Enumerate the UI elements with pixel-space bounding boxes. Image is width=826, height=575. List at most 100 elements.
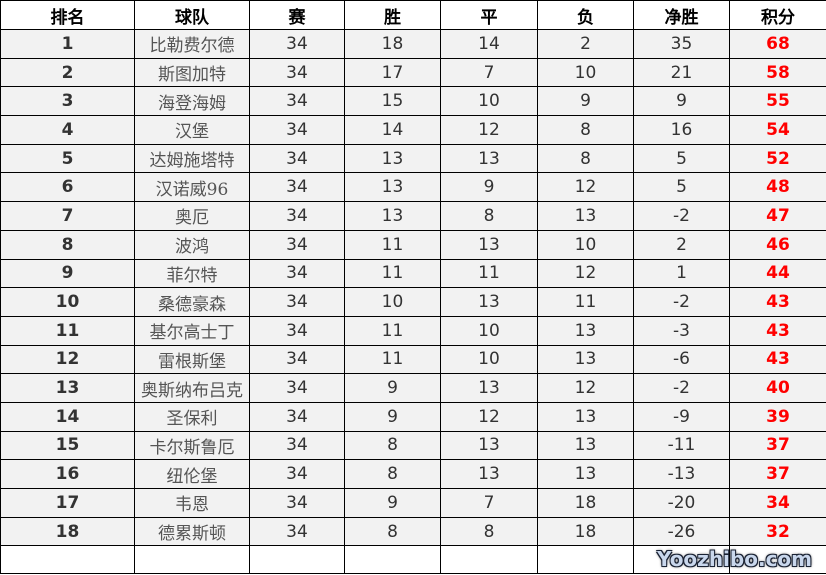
cell-rank: 15	[0, 430, 135, 461]
cell-lost: 18	[537, 488, 634, 518]
cell-lost: 13	[537, 344, 634, 375]
cell-goal-diff: -3	[633, 315, 730, 346]
cell-lost: 2	[537, 29, 634, 59]
cell-goal-diff: 2	[633, 229, 730, 260]
table-row: 10 桑德豪森 34 10 13 11 -2 43	[0, 287, 826, 317]
cell-won: 11	[344, 229, 441, 260]
cell-won: 11	[344, 344, 441, 375]
cell-lost: 11	[537, 287, 634, 317]
cell-won: 11	[344, 258, 441, 289]
cell-lost: 10	[537, 229, 634, 260]
table-row: 5 达姆施塔特 34 13 13 8 5 52	[0, 143, 826, 174]
table-row: 2 斯图加特 34 17 7 10 21 58	[0, 57, 826, 88]
cell-rank: 12	[0, 344, 135, 375]
cell-team: 德累斯顿	[134, 516, 250, 547]
cell-lost: 12	[537, 373, 634, 403]
cell-rank: 3	[0, 86, 135, 117]
cell-played: 34	[249, 430, 345, 461]
cell-won: 11	[344, 315, 441, 346]
cell-rank: 13	[0, 373, 135, 403]
table-row: 17 韦恩 34 9 7 18 -20 34	[0, 488, 826, 518]
cell-played: 34	[249, 459, 345, 489]
table-row: 18 德累斯顿 34 8 8 18 -26 32	[0, 516, 826, 547]
cell-played: 34	[249, 401, 345, 432]
cell-rank: 6	[0, 172, 135, 203]
cell-played: 34	[249, 344, 345, 375]
cell-rank: 8	[0, 229, 135, 260]
table-row: 6 汉诺威96 34 13 9 12 5 48	[0, 172, 826, 203]
table-row: 16 纽伦堡 34 8 13 13 -13 37	[0, 459, 826, 489]
cell-goal-diff: 21	[633, 57, 730, 88]
header-drawn: 平	[440, 0, 538, 30]
cell-played: 34	[249, 229, 345, 260]
cell-team: 圣保利	[134, 401, 250, 432]
cell-won: 18	[344, 29, 441, 59]
cell-won: 10	[344, 287, 441, 317]
cell-won: 13	[344, 143, 441, 174]
cell-rank: 14	[0, 401, 135, 432]
cell-goal-diff: -13	[633, 459, 730, 489]
cell-drawn: 8	[440, 516, 538, 547]
cell-drawn: 10	[440, 86, 538, 117]
cell-won: 8	[344, 516, 441, 547]
table-row: 11 基尔高士丁 34 11 10 13 -3 43	[0, 315, 826, 346]
cell-points: 43	[729, 287, 826, 317]
cell-goal-diff: 5	[633, 172, 730, 203]
header-team: 球队	[134, 0, 250, 30]
cell-drawn: 11	[440, 258, 538, 289]
cell-played: 34	[249, 488, 345, 518]
cell-drawn: 14	[440, 29, 538, 59]
cell-points: 44	[729, 258, 826, 289]
cell-drawn: 12	[440, 115, 538, 145]
cell-goal-diff: -2	[633, 287, 730, 317]
cell-lost: 8	[537, 143, 634, 174]
cell-rank: 1	[0, 29, 135, 59]
cell-team: 奥厄	[134, 201, 250, 231]
cell-lost: 13	[537, 201, 634, 231]
header-won: 胜	[344, 0, 441, 30]
cell-played: 34	[249, 57, 345, 88]
cell-won: 14	[344, 115, 441, 145]
cell-drawn: 12	[440, 401, 538, 432]
cell-played: 34	[249, 201, 345, 231]
cell-team: 波鸿	[134, 229, 250, 260]
cell-played: 34	[249, 29, 345, 59]
cell-drawn: 13	[440, 459, 538, 489]
table-row: 13 奥斯纳布吕克 34 9 13 12 -2 40	[0, 373, 826, 403]
cell-drawn: 13	[440, 229, 538, 260]
cell-played: 34	[249, 172, 345, 203]
cell-goal-diff: 16	[633, 115, 730, 145]
cell-played: 34	[249, 86, 345, 117]
cell-won: 17	[344, 57, 441, 88]
cell-points: 68	[729, 29, 826, 59]
table-row: 4 汉堡 34 14 12 8 16 54	[0, 115, 826, 145]
cell-lost: 9	[537, 86, 634, 117]
cell-drawn: 13	[440, 430, 538, 461]
cell-lost: 13	[537, 315, 634, 346]
empty-cell	[344, 545, 441, 575]
cell-points: 39	[729, 401, 826, 432]
table-row: 14 圣保利 34 9 12 13 -9 39	[0, 401, 826, 432]
cell-team: 基尔高士丁	[134, 315, 250, 346]
cell-points: 37	[729, 430, 826, 461]
cell-goal-diff: -11	[633, 430, 730, 461]
cell-points: 40	[729, 373, 826, 403]
table-row: 12 雷根斯堡 34 11 10 13 -6 43	[0, 344, 826, 375]
header-row: 排名 球队赛胜平负净胜 积分	[0, 0, 826, 30]
cell-drawn: 8	[440, 201, 538, 231]
cell-points: 47	[729, 201, 826, 231]
table-row: 8 波鸿 34 11 13 10 2 46	[0, 229, 826, 260]
table-row: 1 比勒费尔德 34 18 14 2 35 68	[0, 29, 826, 59]
cell-points: 43	[729, 315, 826, 346]
cell-team: 卡尔斯鲁厄	[134, 430, 250, 461]
cell-team: 雷根斯堡	[134, 344, 250, 375]
header-points: 积分	[729, 0, 826, 30]
cell-team: 汉堡	[134, 115, 250, 145]
cell-won: 9	[344, 401, 441, 432]
cell-goal-diff: 9	[633, 86, 730, 117]
cell-goal-diff: 1	[633, 258, 730, 289]
cell-points: 43	[729, 344, 826, 375]
cell-goal-diff: -2	[633, 201, 730, 231]
cell-won: 13	[344, 172, 441, 203]
